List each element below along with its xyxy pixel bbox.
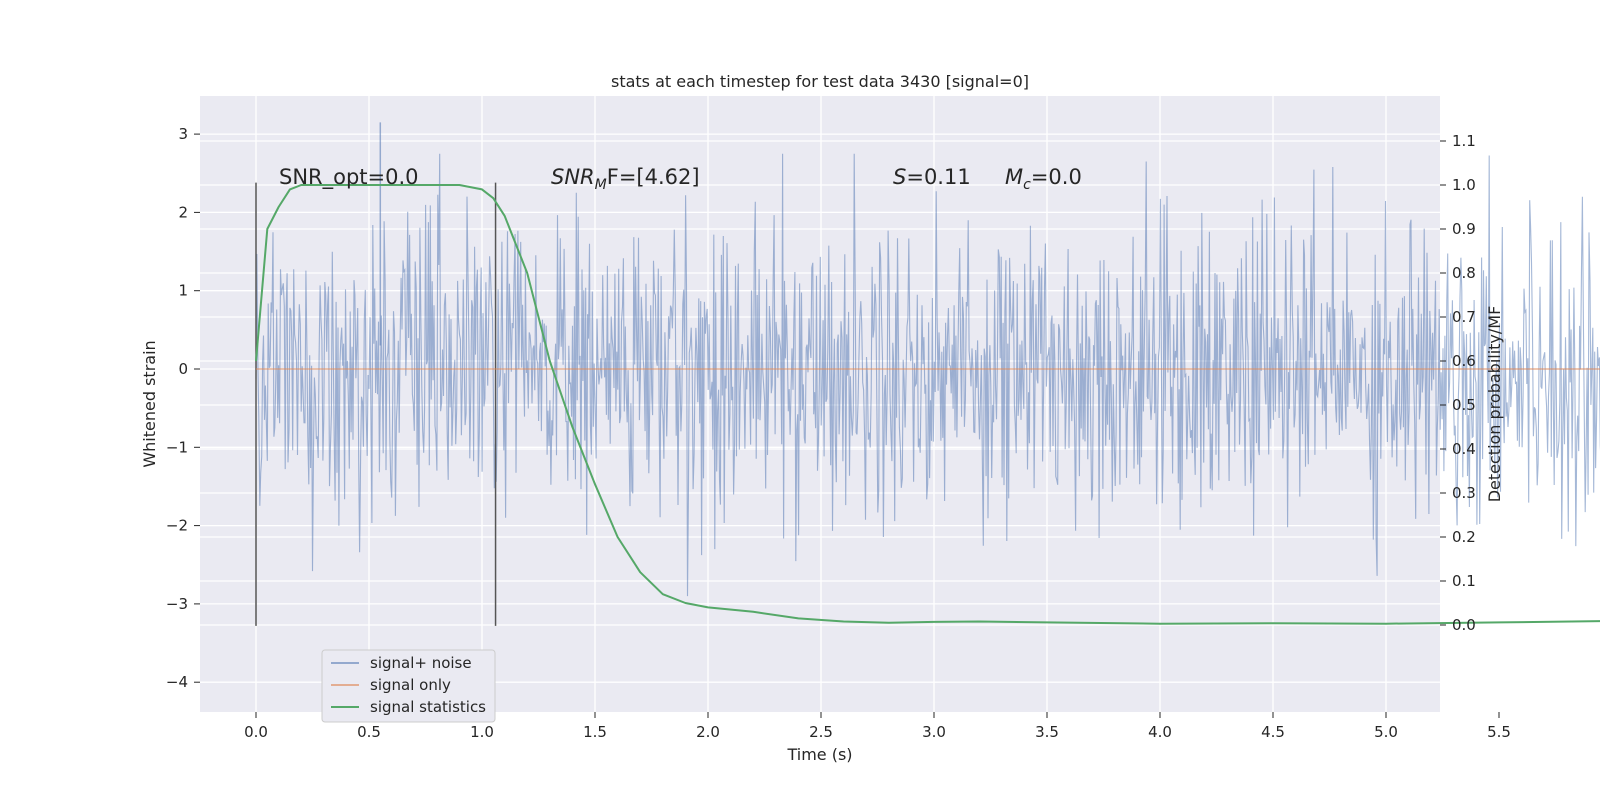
x-tick-label: 5.5 bbox=[1487, 723, 1511, 741]
y2-tick-label: 1.0 bbox=[1452, 176, 1476, 194]
x-tick-label: 0.0 bbox=[244, 723, 268, 741]
x-tick-label: 2.5 bbox=[809, 723, 833, 741]
x-tick-label: 1.0 bbox=[470, 723, 494, 741]
chart-title: stats at each timestep for test data 343… bbox=[611, 72, 1029, 91]
y-tick-label: 0 bbox=[178, 360, 188, 378]
legend-label-signal-statistics: signal statistics bbox=[370, 698, 486, 716]
y-tick-label: −3 bbox=[166, 595, 188, 613]
series-signal-statistics bbox=[255, 184, 1600, 625]
x-tick-label: 0.5 bbox=[357, 723, 381, 741]
annotation-mc-var: M bbox=[1005, 165, 1023, 189]
y2-tick-label: 0.4 bbox=[1452, 440, 1476, 458]
x-tick-label: 5.0 bbox=[1374, 723, 1398, 741]
x-tick-label: 1.5 bbox=[583, 723, 607, 741]
legend: signal+ noise signal only signal statist… bbox=[321, 649, 496, 723]
annotation-snr-opt: SNR_opt=0.0 bbox=[279, 165, 419, 190]
plot-area bbox=[200, 96, 1440, 712]
annotation-s-rest: =0.11 bbox=[906, 165, 970, 189]
annotation-snr-mf: SNRMF=[4.62] bbox=[551, 165, 700, 193]
y-tick-label: 3 bbox=[178, 125, 188, 143]
y2-tick-label: 0.2 bbox=[1452, 528, 1476, 546]
x-tick-label: 2.0 bbox=[696, 723, 720, 741]
x-tick-label: 3.5 bbox=[1035, 723, 1059, 741]
y2-tick-label: 0.1 bbox=[1452, 572, 1476, 590]
annotation-mc: Mc=0.0 bbox=[1005, 165, 1082, 193]
annotation-snr-mf-base: SNR bbox=[551, 165, 595, 189]
y2-tick-label: 0.3 bbox=[1452, 484, 1476, 502]
x-tick-label: 4.5 bbox=[1261, 723, 1285, 741]
y-tick-label: 1 bbox=[178, 282, 188, 300]
y2-tick-label: 0.7 bbox=[1452, 308, 1476, 326]
annotation-s: S=0.11 bbox=[893, 165, 971, 189]
vertical-markers bbox=[255, 182, 497, 626]
y2-tick-label: 0.5 bbox=[1452, 396, 1476, 414]
legend-box bbox=[321, 649, 496, 723]
y-axis-label: Whitened strain bbox=[140, 340, 159, 467]
signal-statistics-line bbox=[255, 184, 1600, 625]
y2-axis-label: Detection probability/MF bbox=[1485, 306, 1504, 503]
y2-tick-label: 0.8 bbox=[1452, 264, 1476, 282]
annotation-snr-mf-sub: M bbox=[595, 177, 607, 193]
x-tick-label: 3.0 bbox=[922, 723, 946, 741]
noise-trace bbox=[255, 153, 1600, 597]
x-axis-label: Time (s) bbox=[786, 745, 852, 764]
x-tick-label: 4.0 bbox=[1148, 723, 1172, 741]
annotation-mc-sub: c bbox=[1023, 177, 1031, 193]
y2-tick-label: 0.0 bbox=[1452, 616, 1476, 634]
legend-label-noise: signal+ noise bbox=[370, 654, 472, 672]
y-tick-label: −4 bbox=[166, 673, 188, 691]
y2-tick-label: 0.9 bbox=[1452, 220, 1476, 238]
axis-ticks: 0.00.51.01.52.02.53.03.54.04.55.05.56.06… bbox=[166, 125, 1511, 741]
y-tick-label: −2 bbox=[166, 517, 188, 535]
y-tick-label: 2 bbox=[178, 203, 188, 221]
y-tick-label: −1 bbox=[166, 438, 188, 456]
annotation-s-var: S bbox=[893, 165, 906, 189]
series-signal-plus-noise bbox=[255, 122, 1600, 597]
annotation-snr-mf-rest: F=[4.62] bbox=[607, 165, 700, 189]
y2-tick-label: 0.6 bbox=[1452, 352, 1476, 370]
legend-label-signal-only: signal only bbox=[370, 676, 451, 694]
y2-tick-label: 1.1 bbox=[1452, 132, 1476, 150]
annotation-mc-rest: =0.0 bbox=[1031, 165, 1082, 189]
